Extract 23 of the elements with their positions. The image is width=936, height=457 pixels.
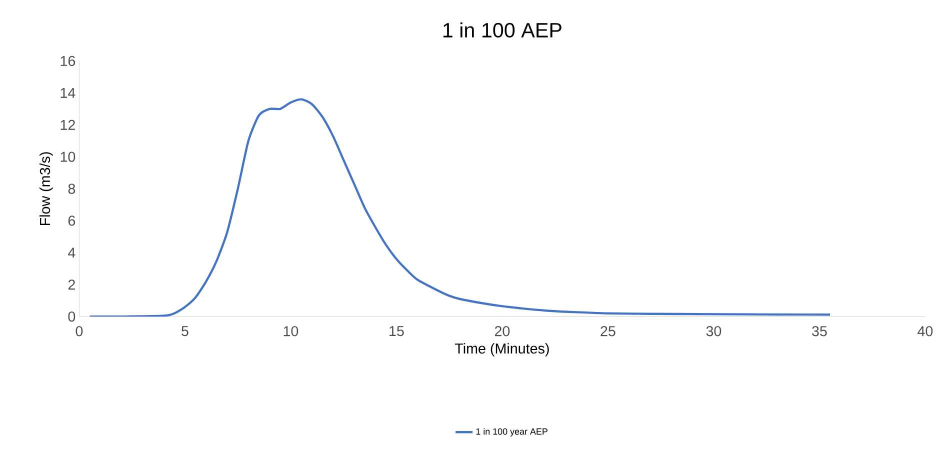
chart-title: 1 in 100 AEP (443, 22, 562, 38)
x-tick-label: 20 (494, 326, 510, 336)
y-tick-label: 0 (68, 312, 76, 322)
x-tick-label: 0 (76, 326, 83, 336)
y-tick-label: 2 (68, 280, 75, 290)
y-axis-title: Flow (m3/s) (40, 152, 53, 226)
legend-label: 1 in 100 year AEP (476, 428, 548, 436)
x-axis-title: Time (Minutes) (454, 343, 549, 356)
y-tick-label: 14 (60, 88, 76, 98)
y-tick-label: 8 (68, 184, 76, 194)
y-tick-label: 6 (68, 216, 76, 226)
y-tick-label: 10 (60, 152, 76, 162)
x-tick-label: 15 (390, 326, 404, 336)
y-tick-label: 12 (60, 120, 75, 130)
y-tick-label: 4 (68, 248, 76, 258)
x-tick-label: 10 (284, 326, 298, 336)
x-tick-label: 30 (706, 326, 722, 336)
x-tick-label: 40 (918, 326, 933, 336)
x-tick-label: 35 (812, 326, 827, 336)
x-tick-label: 5 (182, 326, 188, 336)
y-tick-label: 16 (60, 56, 76, 66)
x-tick-label: 25 (600, 326, 616, 336)
line-series (88, 98, 832, 317)
